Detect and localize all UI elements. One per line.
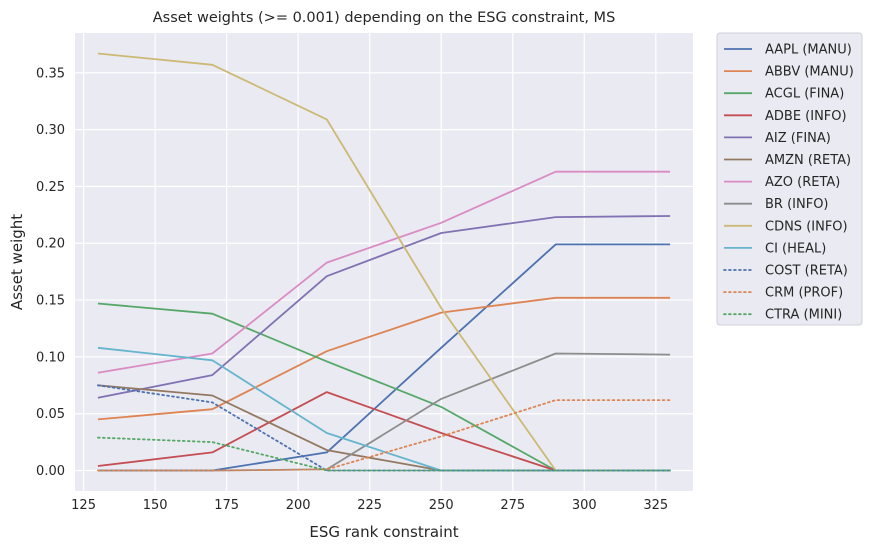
x-tick-label: 250 [429, 498, 454, 513]
series-line-azo [97, 170, 671, 374]
y-tick-label: 0.20 [36, 237, 65, 252]
legend-label: AIZ (FINA) [765, 131, 831, 146]
legend-label: BR (INFO) [765, 197, 829, 212]
series-line-ctra [97, 436, 671, 472]
x-tick-label: 150 [143, 498, 168, 513]
y-tick-label: 0.15 [36, 294, 65, 309]
y-tick-label: 0.35 [36, 66, 65, 81]
legend-label: CI (HEAL) [765, 241, 826, 256]
legend-label: CDNS (INFO) [765, 219, 848, 234]
legend-box [716, 32, 863, 326]
legend-label: AZO (RETA) [765, 175, 840, 190]
x-tick-label: 225 [357, 498, 382, 513]
tick-labels: 125 150 175 200 225 250 275 300 325 0.00 0.05 0.10 0… [36, 66, 668, 513]
legend-label: CRM (PROF) [765, 286, 843, 301]
series-lines [97, 52, 671, 472]
y-tick-label: 0.10 [36, 350, 65, 365]
x-axis-title: ESG rank constraint [309, 523, 458, 541]
legend: AAPL (MANU) ABBV (MANU) ACGL (FINA) ADBE (I… [716, 32, 863, 326]
x-tick-label: 200 [286, 498, 311, 513]
y-tick-label: 0.00 [36, 464, 65, 479]
series-line-abbv [97, 296, 671, 421]
legend-label: AMZN (RETA) [765, 153, 851, 168]
plot-area [75, 33, 693, 491]
legend-label: COST (RETA) [765, 264, 848, 279]
y-tick-label: 0.25 [36, 180, 65, 195]
y-axis-title: Asset weight [8, 214, 26, 310]
series-line-crm [97, 399, 671, 472]
series-line-aiz [97, 215, 671, 399]
x-tick-label: 325 [643, 498, 668, 513]
legend-label: AAPL (MANU) [765, 43, 852, 58]
y-tick-label: 0.30 [36, 123, 65, 138]
y-tick-label: 0.05 [36, 407, 65, 422]
legend-label: CTRA (MINI) [765, 308, 842, 323]
x-tick-label: 175 [214, 498, 239, 513]
x-tick-label: 125 [71, 498, 96, 513]
legend-label: ACGL (FINA) [765, 87, 844, 102]
x-tick-label: 300 [572, 498, 597, 513]
x-tick-label: 275 [500, 498, 525, 513]
chart-title: Asset weights (>= 0.001) depending on th… [153, 10, 616, 26]
legend-label: ABBV (MANU) [765, 65, 854, 80]
legend-label: ADBE (INFO) [765, 109, 847, 124]
